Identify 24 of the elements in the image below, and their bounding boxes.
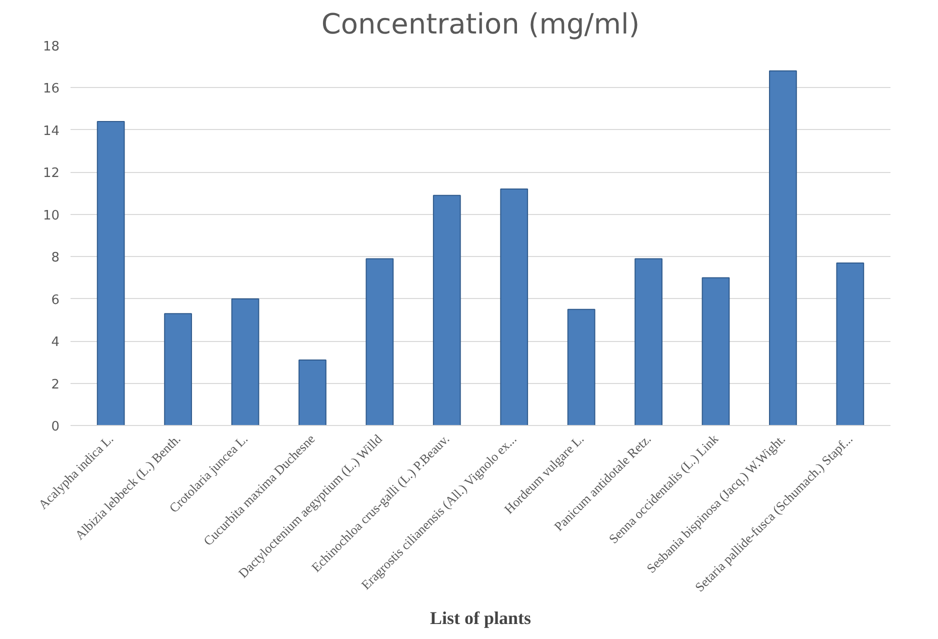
y-tick-label: 18 <box>42 40 60 54</box>
y-tick-label: 0 <box>51 420 60 434</box>
x-axis-title: List of plants <box>430 608 532 628</box>
y-tick-label: 4 <box>51 335 60 350</box>
bar <box>164 313 192 426</box>
y-tick-label: 10 <box>42 208 60 224</box>
bar <box>366 258 394 426</box>
bar <box>298 360 326 426</box>
y-tick-label: 8 <box>51 250 60 266</box>
bar <box>432 194 461 426</box>
y-tick-label: 12 <box>42 166 60 182</box>
bar <box>500 188 528 426</box>
y-tick-label: 16 <box>42 82 60 97</box>
bar <box>836 262 864 426</box>
bar <box>231 298 260 426</box>
y-tick-label: 14 <box>42 124 60 139</box>
chart-title: Concentration (mg/ml) <box>321 8 640 40</box>
y-tick-label: 2 <box>51 377 60 392</box>
bar <box>769 70 797 426</box>
bar <box>567 308 596 426</box>
bar <box>96 121 125 426</box>
bar <box>702 277 730 426</box>
y-tick-label: 6 <box>51 292 60 308</box>
bar <box>634 258 662 426</box>
